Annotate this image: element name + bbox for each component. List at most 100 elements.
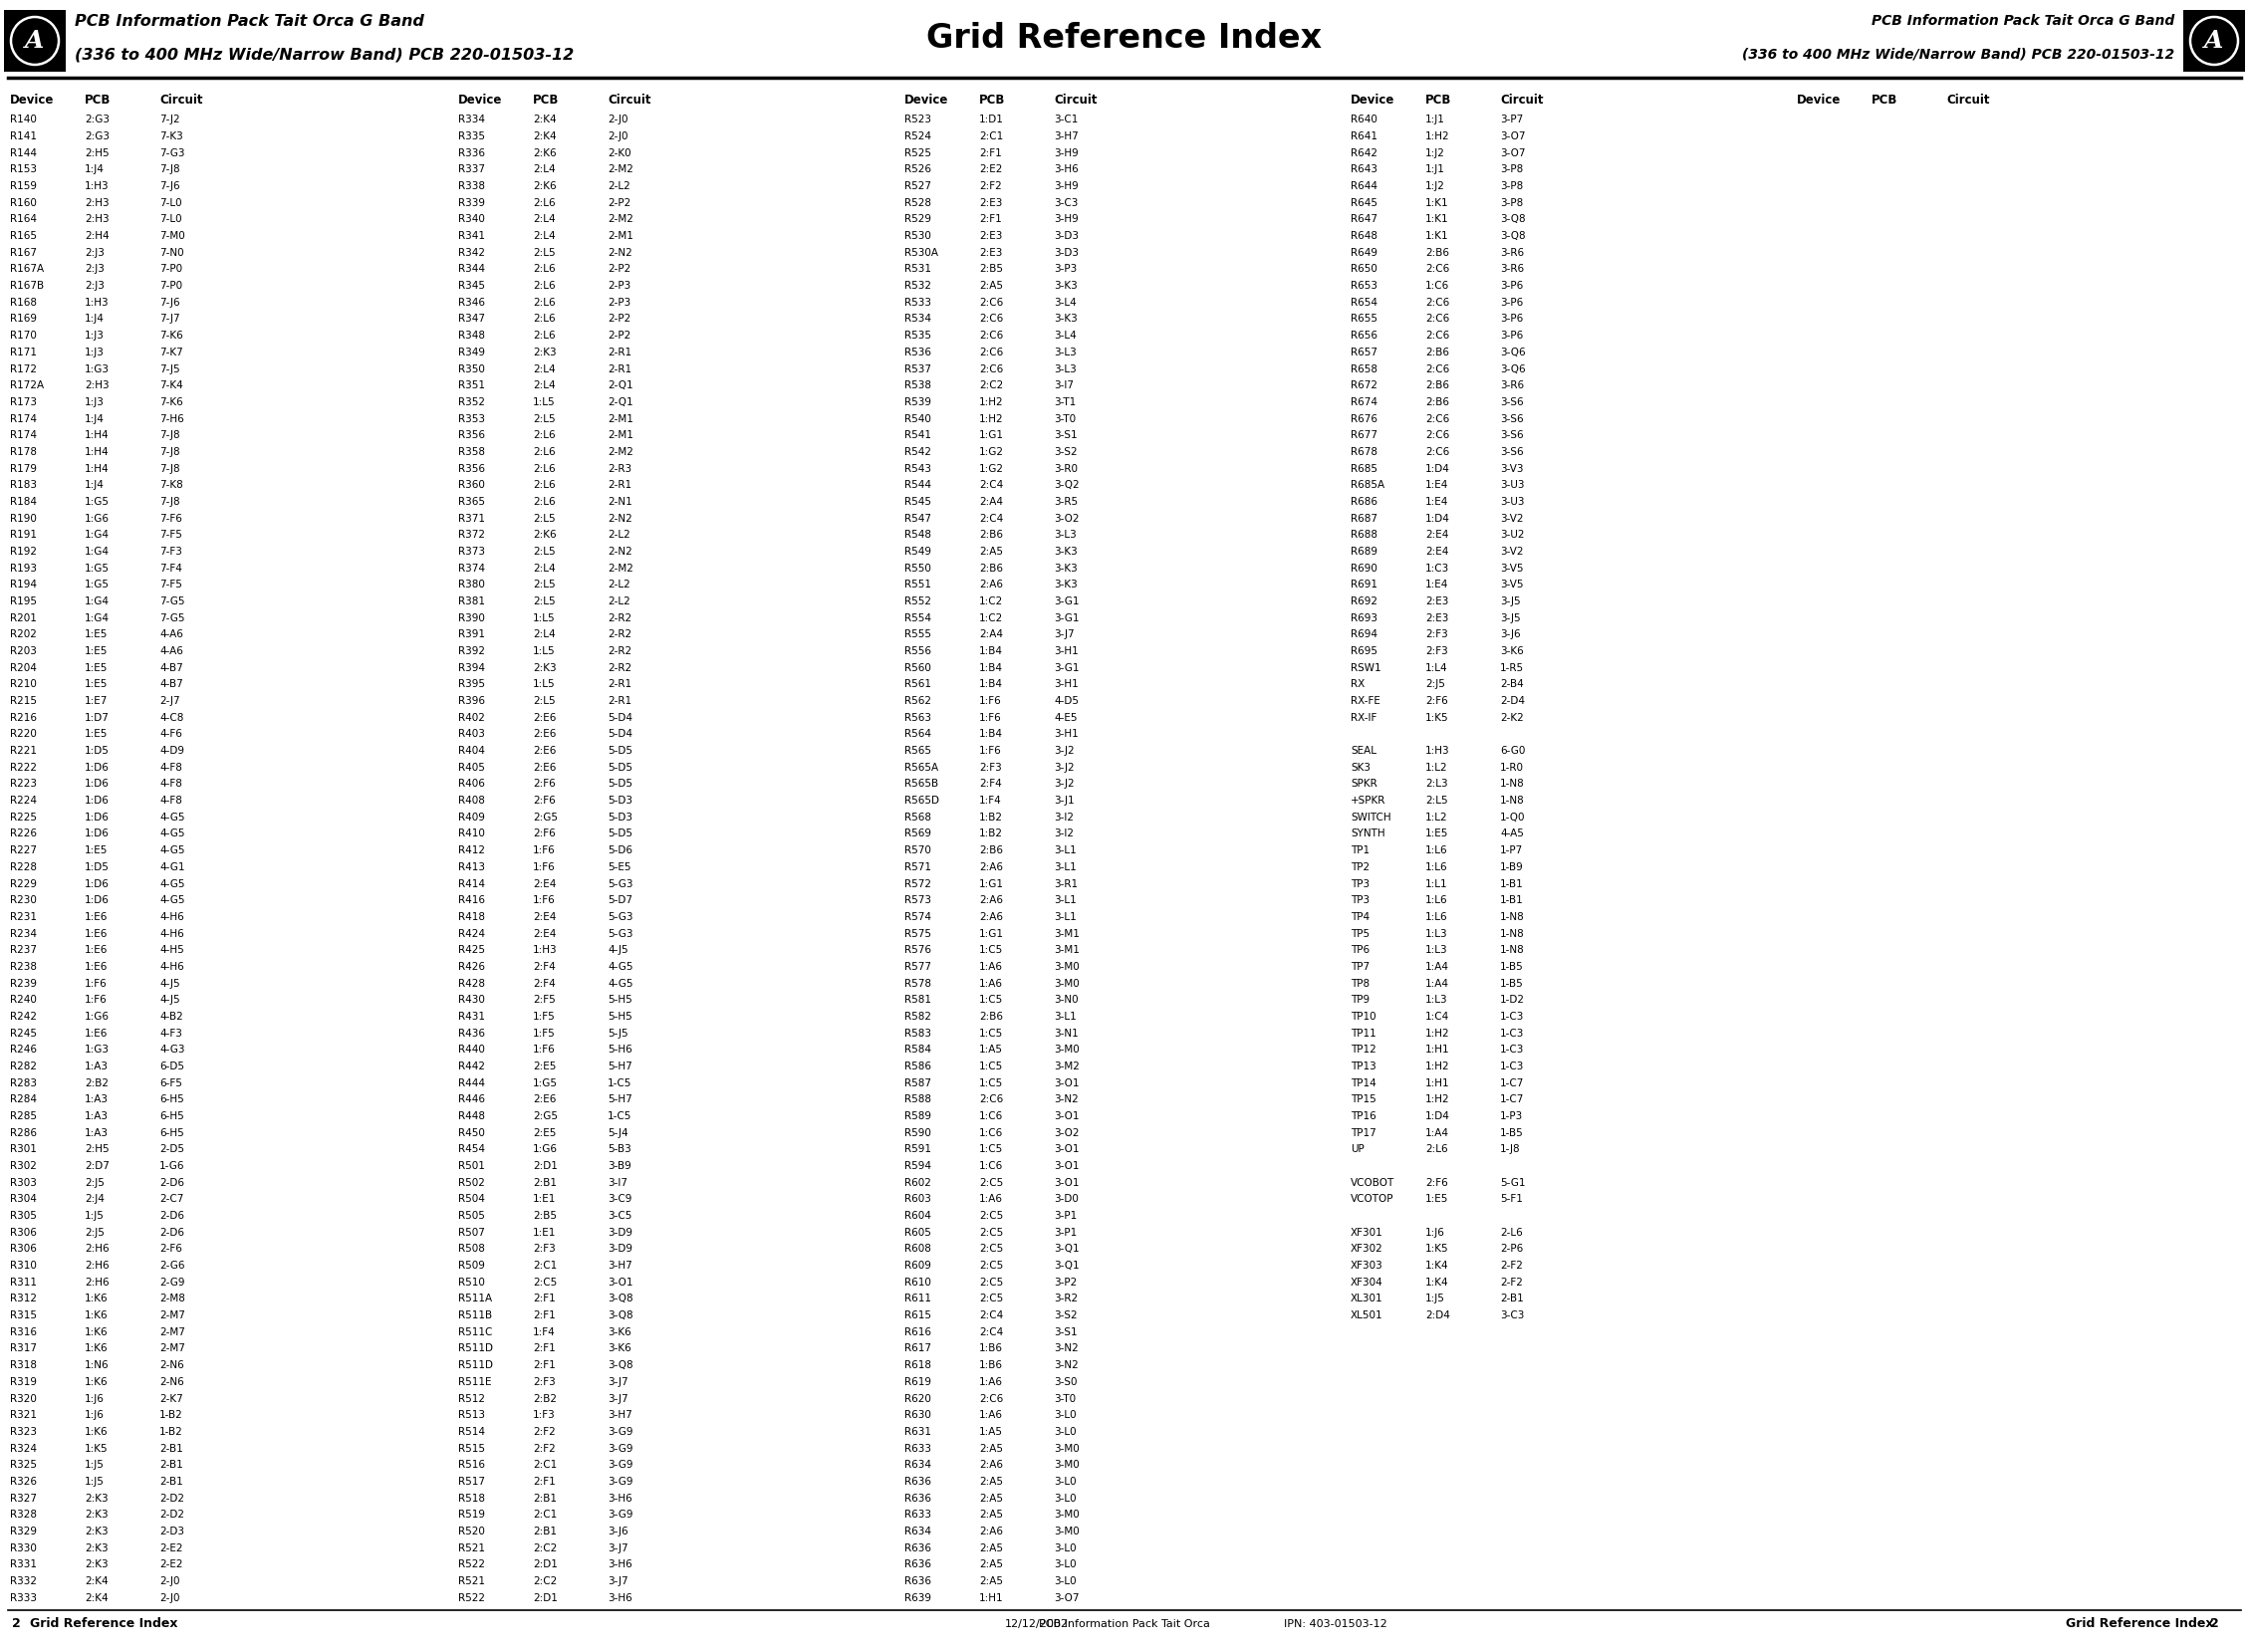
Text: 6-H5: 6-H5 bbox=[160, 1112, 184, 1122]
Text: 2-B1: 2-B1 bbox=[160, 1444, 182, 1454]
Text: R649: R649 bbox=[1352, 248, 1376, 258]
Text: 2:E3: 2:E3 bbox=[978, 231, 1003, 241]
Text: 3-D9: 3-D9 bbox=[607, 1244, 632, 1254]
Text: R286: R286 bbox=[9, 1128, 36, 1138]
Text: 2:B6: 2:B6 bbox=[978, 530, 1003, 540]
Text: 2:L6: 2:L6 bbox=[533, 448, 556, 458]
Text: 2:A6: 2:A6 bbox=[978, 1526, 1003, 1536]
Text: 1:H4: 1:H4 bbox=[85, 464, 110, 474]
Text: 2:L6: 2:L6 bbox=[533, 497, 556, 507]
Text: 3-L1: 3-L1 bbox=[1055, 846, 1077, 856]
Text: PCB: PCB bbox=[1871, 93, 1898, 106]
Text: R330: R330 bbox=[9, 1543, 36, 1553]
Text: R658: R658 bbox=[1352, 363, 1376, 373]
Text: R318: R318 bbox=[9, 1360, 36, 1371]
Text: 2-B1: 2-B1 bbox=[1500, 1294, 1523, 1303]
Text: 3-J2: 3-J2 bbox=[1055, 747, 1075, 757]
Text: R171: R171 bbox=[9, 347, 36, 357]
Text: 3-L3: 3-L3 bbox=[1055, 347, 1077, 357]
Text: R618: R618 bbox=[904, 1360, 931, 1371]
Text: R689: R689 bbox=[1352, 547, 1376, 557]
Text: 1:F6: 1:F6 bbox=[533, 846, 556, 856]
Text: R328: R328 bbox=[9, 1510, 36, 1520]
Text: 2:L4: 2:L4 bbox=[533, 563, 556, 573]
Text: TP6: TP6 bbox=[1352, 945, 1370, 955]
Text: R284: R284 bbox=[9, 1095, 36, 1105]
Text: 3-O7: 3-O7 bbox=[1500, 149, 1525, 159]
Text: R356: R356 bbox=[459, 464, 486, 474]
Text: 1:C5: 1:C5 bbox=[978, 1062, 1003, 1072]
Text: 2-L2: 2-L2 bbox=[607, 580, 630, 590]
Text: 1:D4: 1:D4 bbox=[1426, 464, 1451, 474]
Text: R565A: R565A bbox=[904, 763, 938, 773]
Text: R317: R317 bbox=[9, 1343, 36, 1353]
Text: A: A bbox=[2204, 28, 2224, 53]
Text: 2:A5: 2:A5 bbox=[978, 1510, 1003, 1520]
Text: 1:L5: 1:L5 bbox=[533, 679, 556, 689]
Text: 3-Q8: 3-Q8 bbox=[607, 1294, 632, 1303]
Text: 7-F4: 7-F4 bbox=[160, 563, 182, 573]
Text: 1:C6: 1:C6 bbox=[978, 1128, 1003, 1138]
Text: Grid Reference Index: Grid Reference Index bbox=[2067, 1617, 2213, 1631]
Text: 1:E5: 1:E5 bbox=[85, 679, 108, 689]
Text: 7-P0: 7-P0 bbox=[160, 281, 182, 291]
Text: 2:C6: 2:C6 bbox=[978, 363, 1003, 373]
Text: R430: R430 bbox=[459, 995, 486, 1004]
Text: R523: R523 bbox=[904, 116, 931, 126]
Text: 2:E6: 2:E6 bbox=[533, 729, 556, 740]
Text: R345: R345 bbox=[459, 281, 486, 291]
Text: R590: R590 bbox=[904, 1128, 931, 1138]
Text: R541: R541 bbox=[904, 431, 931, 441]
Text: 5-D4: 5-D4 bbox=[607, 712, 632, 722]
Text: R562: R562 bbox=[904, 695, 931, 705]
Text: R511E: R511E bbox=[459, 1378, 493, 1388]
Text: 2:K6: 2:K6 bbox=[533, 149, 556, 159]
Text: R685: R685 bbox=[1352, 464, 1376, 474]
Text: 2:K4: 2:K4 bbox=[533, 132, 556, 142]
Text: R648: R648 bbox=[1352, 231, 1376, 241]
Text: 1:K5: 1:K5 bbox=[85, 1444, 108, 1454]
Text: 3-K3: 3-K3 bbox=[1055, 580, 1077, 590]
Text: R159: R159 bbox=[9, 182, 36, 192]
Text: R172: R172 bbox=[9, 363, 36, 373]
Text: R555: R555 bbox=[904, 629, 931, 639]
Text: 2-M2: 2-M2 bbox=[607, 563, 634, 573]
Text: 1:L4: 1:L4 bbox=[1426, 662, 1448, 672]
Text: 2:C1: 2:C1 bbox=[533, 1260, 558, 1270]
Text: R688: R688 bbox=[1352, 530, 1376, 540]
Text: 3-M2: 3-M2 bbox=[1055, 1062, 1080, 1072]
Text: 2:H6: 2:H6 bbox=[85, 1260, 110, 1270]
Text: 2:L6: 2:L6 bbox=[533, 481, 556, 491]
Text: 1:C5: 1:C5 bbox=[978, 1079, 1003, 1089]
Text: R655: R655 bbox=[1352, 314, 1376, 324]
Text: R325: R325 bbox=[9, 1460, 36, 1470]
Text: R641: R641 bbox=[1352, 132, 1376, 142]
Text: TP11: TP11 bbox=[1352, 1028, 1376, 1037]
Text: 4-B7: 4-B7 bbox=[160, 679, 182, 689]
Text: R539: R539 bbox=[904, 396, 931, 406]
Text: 3-K3: 3-K3 bbox=[1055, 281, 1077, 291]
Text: 1:L6: 1:L6 bbox=[1426, 846, 1448, 856]
Text: 2:B5: 2:B5 bbox=[978, 264, 1003, 274]
Text: 1:E5: 1:E5 bbox=[85, 646, 108, 656]
Text: 3-D3: 3-D3 bbox=[1055, 231, 1080, 241]
Text: 1:L5: 1:L5 bbox=[533, 396, 556, 406]
Text: 2:J5: 2:J5 bbox=[85, 1227, 103, 1237]
Text: 1:J6: 1:J6 bbox=[85, 1411, 103, 1421]
Text: R442: R442 bbox=[459, 1062, 486, 1072]
Text: R351: R351 bbox=[459, 380, 486, 390]
Text: R565: R565 bbox=[904, 747, 931, 757]
Text: R517: R517 bbox=[459, 1477, 486, 1487]
Text: 2-E2: 2-E2 bbox=[160, 1543, 182, 1553]
Text: 2-P3: 2-P3 bbox=[607, 297, 630, 307]
Text: 3-L0: 3-L0 bbox=[1055, 1477, 1077, 1487]
Text: SK3: SK3 bbox=[1352, 763, 1370, 773]
Text: 2-D6: 2-D6 bbox=[160, 1178, 184, 1188]
Text: 2:F4: 2:F4 bbox=[978, 780, 1001, 790]
Text: 3-T0: 3-T0 bbox=[1055, 1394, 1075, 1404]
Text: 7-J6: 7-J6 bbox=[160, 182, 180, 192]
Text: 1:E6: 1:E6 bbox=[85, 961, 108, 971]
Text: R356: R356 bbox=[459, 431, 486, 441]
Text: R605: R605 bbox=[904, 1227, 931, 1237]
Text: 2:L6: 2:L6 bbox=[533, 464, 556, 474]
